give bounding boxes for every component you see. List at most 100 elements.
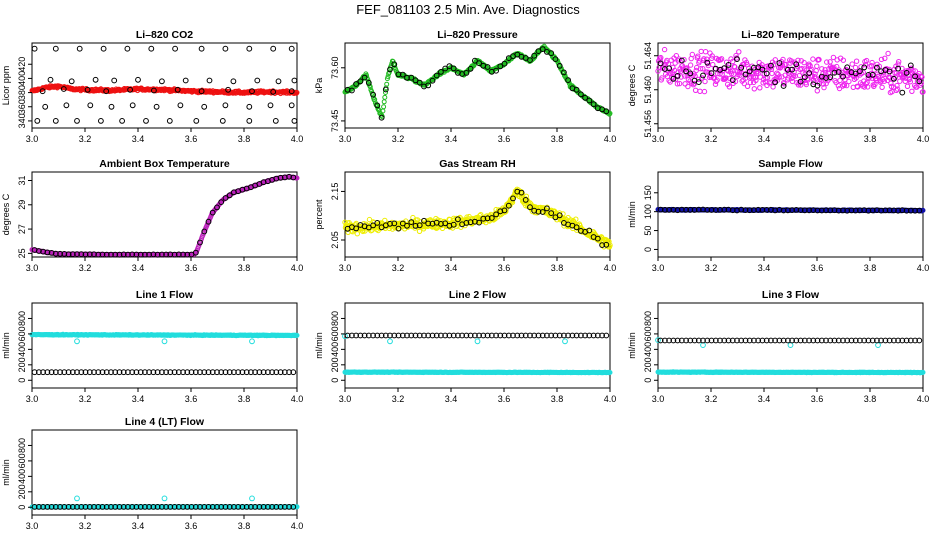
data-point xyxy=(863,57,870,64)
data-point xyxy=(467,65,474,72)
data-point xyxy=(374,220,381,226)
data-point xyxy=(741,80,747,87)
data-point xyxy=(687,70,694,77)
data-point xyxy=(710,61,716,68)
data-point xyxy=(272,118,279,124)
x-tick-label: 3.4 xyxy=(445,394,458,404)
chart-title: Line 4 (LT) Flow xyxy=(125,416,205,428)
x-tick-label: 3.2 xyxy=(705,394,718,404)
data-point xyxy=(780,56,786,63)
data-point xyxy=(518,189,525,196)
data-point xyxy=(39,88,46,95)
data-point xyxy=(198,45,205,52)
x-tick-label: 3.4 xyxy=(758,263,771,273)
data-point xyxy=(562,338,568,345)
data-point xyxy=(655,68,661,74)
data-point xyxy=(852,64,859,71)
data-point xyxy=(903,70,910,76)
x-tick-label: 3.6 xyxy=(185,263,198,273)
chart-title: Ambient Box Temperature xyxy=(99,158,230,170)
data-point xyxy=(120,251,127,258)
x-tick-label: 3.8 xyxy=(551,394,564,404)
x-tick-label: 3.2 xyxy=(79,394,92,404)
data-point xyxy=(865,84,871,90)
data-point xyxy=(159,78,165,85)
y-tick-label: 200 xyxy=(330,357,340,372)
data-point xyxy=(87,102,94,109)
data-point xyxy=(218,199,225,206)
data-point xyxy=(519,190,525,197)
x-tick-label: 4.0 xyxy=(604,394,617,404)
data-point xyxy=(509,199,516,206)
data-point xyxy=(736,69,742,75)
data-point xyxy=(841,82,848,88)
x-tick-label: 3.8 xyxy=(864,263,877,273)
figure-title: FEF_081103 2.5 Min. Ave. Diagnostics xyxy=(356,2,580,17)
data-point xyxy=(493,211,500,218)
data-point xyxy=(659,75,665,81)
data-point xyxy=(814,63,820,69)
x-tick-label: 3.2 xyxy=(705,263,718,273)
data-point xyxy=(416,222,423,229)
data-point xyxy=(737,72,743,78)
data-point xyxy=(736,49,742,55)
data-point xyxy=(476,60,483,67)
data-point xyxy=(749,63,755,69)
data-point xyxy=(246,118,253,124)
data-point xyxy=(590,101,597,108)
data-point xyxy=(505,202,512,209)
y-axis-label: degrees C xyxy=(627,64,637,106)
data-point xyxy=(899,89,906,96)
chart-title: Line 1 Flow xyxy=(136,289,194,301)
data-marks xyxy=(655,206,926,214)
data-point xyxy=(493,67,500,74)
data-point xyxy=(835,83,842,89)
data-point xyxy=(565,77,571,83)
data-point xyxy=(201,103,208,110)
data-point xyxy=(357,78,364,85)
data-point xyxy=(787,342,794,349)
data-point xyxy=(230,78,237,85)
y-tick-label: 800 xyxy=(330,311,340,326)
data-point xyxy=(556,62,563,69)
plot-frame xyxy=(31,429,298,516)
x-tick-label: 3.2 xyxy=(392,134,405,144)
data-point xyxy=(488,215,495,221)
data-point xyxy=(697,66,704,72)
data-point xyxy=(69,251,76,258)
data-point xyxy=(172,45,179,52)
data-point xyxy=(222,45,229,52)
data-point xyxy=(896,71,902,78)
data-point xyxy=(573,224,580,231)
data-point xyxy=(291,77,298,84)
data-point xyxy=(776,60,783,66)
data-point xyxy=(907,62,914,69)
y-tick-label: 51.456 xyxy=(643,110,653,138)
data-point xyxy=(84,86,91,93)
data-point xyxy=(733,52,739,59)
data-point xyxy=(594,235,601,242)
data-point xyxy=(702,49,709,55)
data-point xyxy=(385,74,391,80)
data-point xyxy=(31,45,38,52)
x-tick-label: 3.2 xyxy=(705,134,718,144)
data-point xyxy=(395,225,402,232)
y-tick-label: 50 xyxy=(643,226,653,236)
data-point xyxy=(503,208,509,215)
plot-frame xyxy=(657,42,924,129)
data-point xyxy=(721,65,728,72)
data-point xyxy=(894,82,900,89)
data-point xyxy=(288,102,295,109)
data-point xyxy=(907,76,913,82)
data-point xyxy=(869,59,875,66)
data-point xyxy=(821,84,827,91)
data-point xyxy=(294,90,300,95)
data-point xyxy=(673,53,679,59)
x-tick-label: 3.8 xyxy=(551,263,564,273)
y-tick-label: 2.05 xyxy=(330,231,340,249)
data-point xyxy=(92,76,99,83)
data-point xyxy=(548,210,555,217)
data-point xyxy=(421,217,427,224)
chart-title: Line 3 Flow xyxy=(762,289,820,301)
